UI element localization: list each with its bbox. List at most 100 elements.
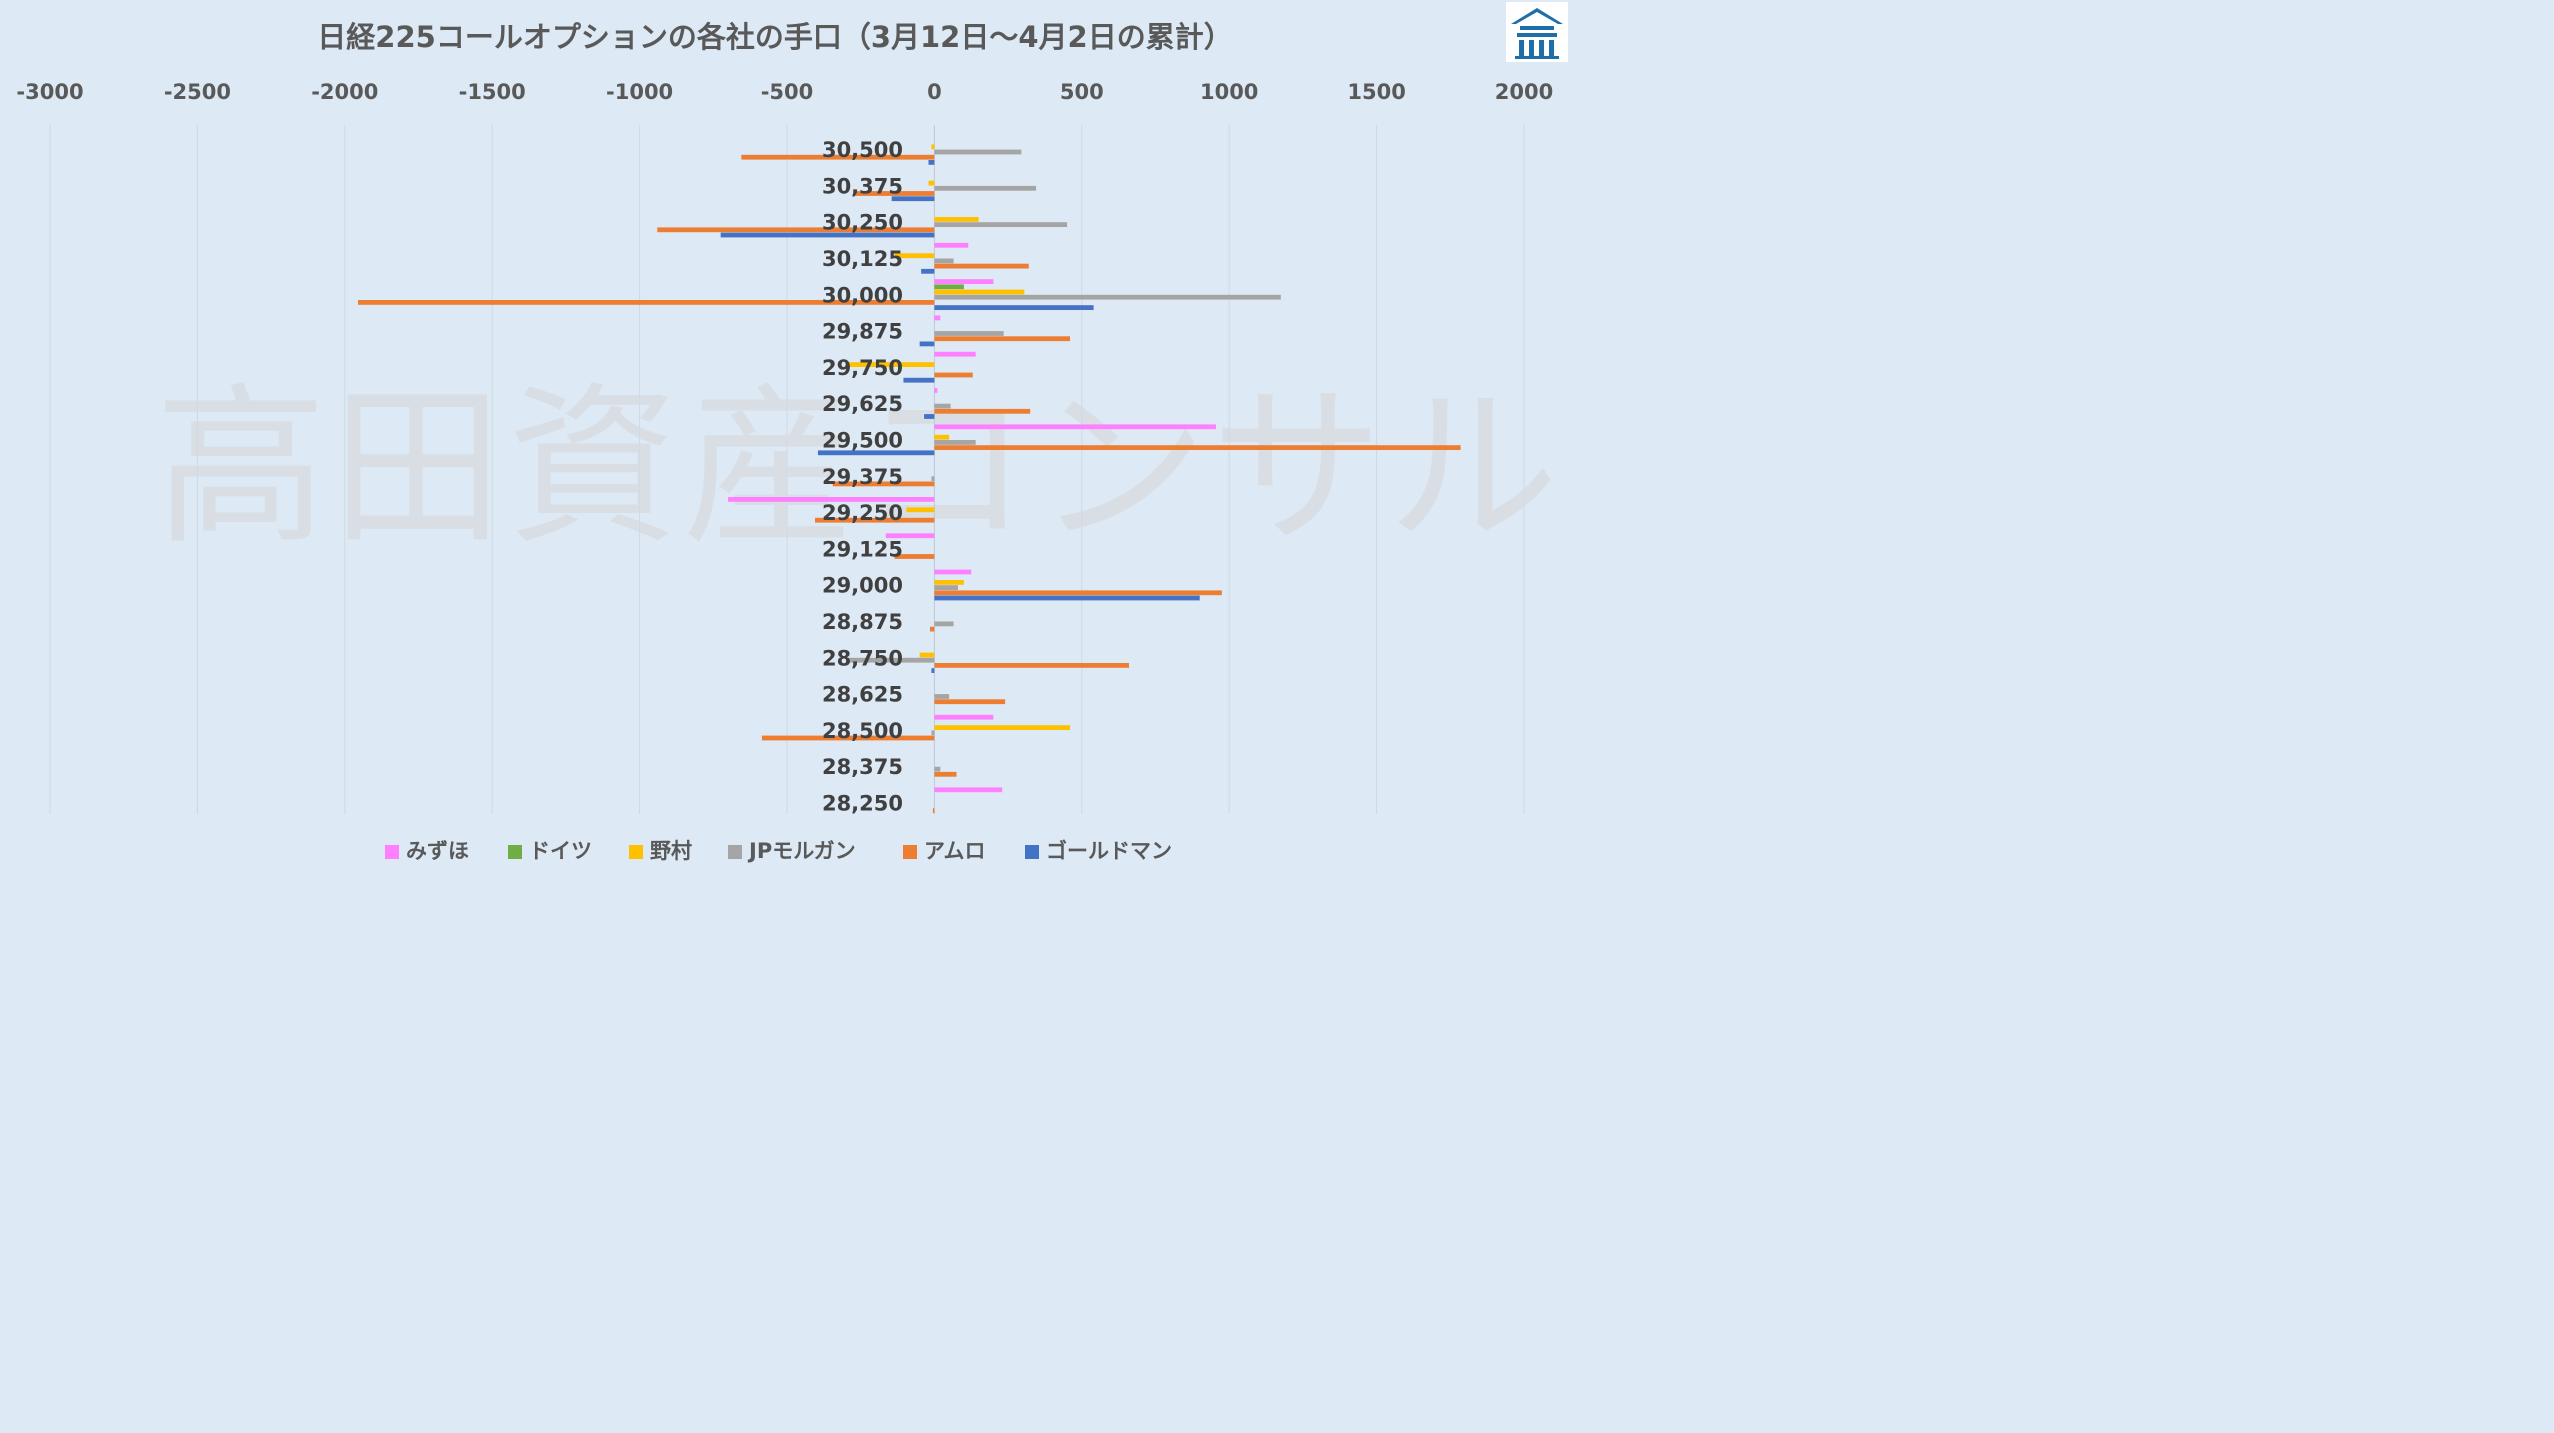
bar bbox=[934, 434, 950, 440]
x-tick-label: 500 bbox=[1060, 80, 1104, 104]
y-axis-ticks: 30,500 30,375 30,250 30,125 30,000 29,875 29,7… bbox=[822, 138, 903, 815]
x-tick-label: -2500 bbox=[164, 80, 231, 104]
y-tick-label: 29,375 bbox=[822, 465, 903, 489]
bar bbox=[934, 440, 976, 445]
bar bbox=[854, 191, 935, 196]
x-tick-label: -1000 bbox=[606, 80, 673, 104]
bar bbox=[934, 585, 958, 590]
y-tick-label: 30,000 bbox=[822, 283, 903, 307]
bar bbox=[934, 336, 1071, 342]
y-tick-label: 30,500 bbox=[822, 138, 903, 162]
bar bbox=[934, 388, 938, 393]
legend-label: 野村 bbox=[650, 839, 692, 863]
bar bbox=[931, 668, 935, 673]
bar bbox=[832, 481, 935, 487]
legend-label: ドイツ bbox=[529, 839, 592, 863]
y-tick-label: 29,250 bbox=[822, 501, 903, 525]
bar bbox=[934, 408, 1031, 414]
y-tick-label: 29,625 bbox=[822, 392, 903, 416]
legend-label: JPモルガン bbox=[747, 839, 856, 863]
bar bbox=[728, 497, 935, 502]
legend-swatch bbox=[903, 845, 917, 859]
bar bbox=[934, 258, 954, 264]
bar bbox=[934, 590, 1222, 596]
bar bbox=[928, 160, 935, 165]
y-tick-label: 28,375 bbox=[822, 755, 903, 779]
y-tick-label: 29,000 bbox=[822, 574, 903, 598]
bar bbox=[934, 242, 969, 248]
bar bbox=[934, 284, 964, 290]
bar bbox=[934, 149, 1022, 155]
bar bbox=[885, 533, 935, 539]
bar bbox=[934, 621, 954, 627]
bar bbox=[928, 180, 935, 186]
y-tick-label: 28,625 bbox=[822, 683, 903, 707]
bar bbox=[934, 185, 1037, 191]
bar bbox=[894, 554, 935, 559]
x-tick-label: 0 bbox=[927, 80, 942, 104]
bar bbox=[919, 341, 935, 347]
gridlines bbox=[49, 125, 1525, 814]
y-tick-label: 28,250 bbox=[822, 792, 903, 816]
bars bbox=[358, 144, 1461, 813]
bar bbox=[934, 771, 957, 777]
bar bbox=[934, 663, 1129, 668]
bar bbox=[934, 351, 976, 357]
bar bbox=[934, 217, 979, 222]
bar bbox=[720, 232, 935, 238]
bar bbox=[358, 300, 935, 305]
bar bbox=[815, 517, 935, 523]
bar bbox=[934, 569, 972, 575]
x-tick-label: -500 bbox=[761, 80, 814, 104]
legend-swatch bbox=[385, 845, 399, 859]
legend-swatch bbox=[1025, 845, 1039, 859]
legend: みずほ ドイツ 野村 JPモルガン アムロ ゴールドマン bbox=[385, 839, 1172, 863]
bar bbox=[845, 657, 935, 663]
bar bbox=[924, 414, 935, 419]
bar bbox=[934, 580, 964, 585]
legend-label: ゴールドマン bbox=[1046, 839, 1172, 863]
y-tick-label: 28,750 bbox=[822, 646, 903, 670]
bar bbox=[934, 714, 994, 720]
bar bbox=[934, 766, 941, 772]
x-tick-label: -1500 bbox=[459, 80, 526, 104]
bar bbox=[894, 253, 935, 259]
bar bbox=[891, 196, 935, 202]
bar bbox=[931, 144, 935, 150]
bar bbox=[921, 268, 935, 274]
bar bbox=[741, 154, 935, 160]
y-tick-label: 29,875 bbox=[822, 320, 903, 344]
legend-label: アムロ bbox=[924, 839, 986, 863]
y-tick-label: 28,500 bbox=[822, 719, 903, 743]
bar bbox=[761, 735, 935, 741]
x-tick-label: 1500 bbox=[1347, 80, 1405, 104]
legend-swatch bbox=[629, 845, 643, 859]
y-tick-label: 29,500 bbox=[822, 429, 903, 453]
x-tick-label: 2000 bbox=[1495, 80, 1553, 104]
bar bbox=[934, 694, 950, 699]
bar bbox=[934, 725, 1071, 730]
bar bbox=[934, 315, 941, 321]
bar bbox=[817, 450, 935, 456]
bar bbox=[934, 289, 1025, 295]
bar bbox=[934, 222, 1068, 227]
bar bbox=[934, 305, 1094, 310]
y-tick-label: 30,375 bbox=[822, 174, 903, 198]
bar bbox=[931, 730, 935, 736]
bar bbox=[903, 377, 935, 383]
bar bbox=[929, 626, 935, 632]
bar bbox=[931, 476, 935, 482]
legend-label: みずほ bbox=[406, 839, 469, 863]
y-tick-label: 30,250 bbox=[822, 211, 903, 235]
bar bbox=[934, 787, 1003, 793]
bar bbox=[934, 294, 1281, 300]
x-axis-ticks: -3000 -2500 -2000 -1500 -1000 -500 0 500 1000 150… bbox=[16, 80, 1553, 104]
y-tick-label: 29,125 bbox=[822, 537, 903, 561]
bar bbox=[906, 507, 935, 513]
bar bbox=[934, 331, 1004, 336]
bar bbox=[934, 595, 1200, 601]
y-tick-label: 30,125 bbox=[822, 247, 903, 271]
bar bbox=[934, 372, 973, 378]
bar bbox=[934, 403, 951, 409]
x-tick-label: 1000 bbox=[1200, 80, 1258, 104]
